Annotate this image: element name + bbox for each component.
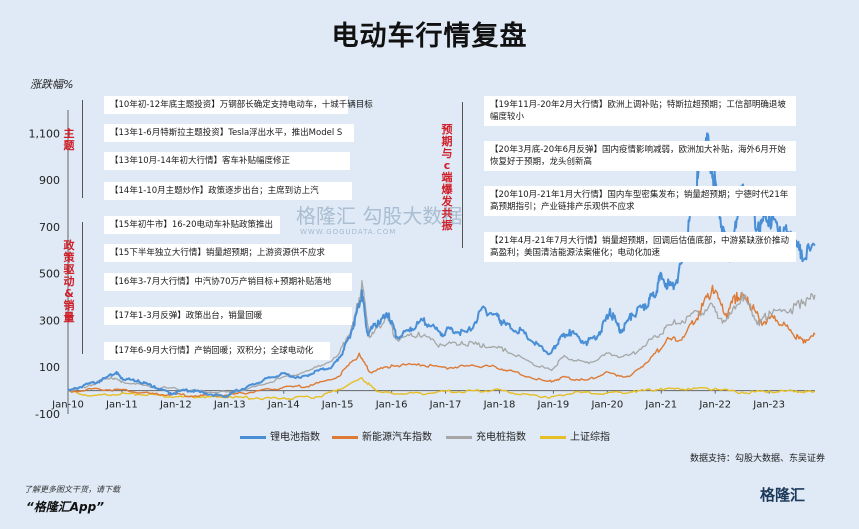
legend-label-charging: 充电桩指数 [476,432,526,443]
bracket-expect [462,102,463,248]
annotation-right-1: 【20年3月底-20年6月反弹】国内疫情影响减弱，欧洲加大补贴，海外6月开始恢复… [484,141,796,171]
x-tick-label: Jan-21 [644,400,677,411]
legend-label-nev: 新能源汽车指数 [362,432,432,443]
x-tick-label: Jan-18 [483,400,516,411]
y-tick-label: 500 [39,268,60,281]
x-tick-label: Jan-12 [159,400,192,411]
legend-item-lithium: 锂电池指数 [240,428,320,443]
x-tick-label: Jan-15 [321,400,354,411]
y-axis-label: 涨跌幅% [30,78,74,91]
x-tick-label: Jan-14 [267,400,300,411]
annotation-right-0: 【19年11月-20年2月大行情】欧洲上调补贴；特斯拉超预期；工信部明确退坡幅度… [484,96,796,126]
y-tick-label: -100 [35,408,60,421]
annotation-left-2: 【13年10月-14年初大行情】客车补贴幅度修正 [104,152,350,170]
x-tick-label: Jan-11 [105,400,138,411]
legend-swatch-lithium [240,435,266,439]
brand-logo: 格隆汇 [760,486,806,504]
footer-download-hint: 了解更多图文干货，请下载 [24,485,120,494]
side-label-policy: 政策驱动&销量 [63,239,75,324]
annotation-right-2: 【20年10月-21年1月大行情】国内车型密集发布；销量超预期；宁德时代21年高… [484,186,796,216]
x-tick-label: Jan-19 [537,400,570,411]
legend-item-nev: 新能源汽车指数 [332,428,432,443]
annotation-left-4: 【15年初牛市】16-20电动车补贴政策推出 [104,216,280,234]
legend-item-sse: 上证综指 [540,428,610,443]
watermark-url: WWW.GOGUDATA.COM [300,228,397,236]
side-label-expect: 预期与c端爆发共振 [441,123,453,232]
side-label-theme: 主题 [63,127,75,152]
annotation-left-3: 【14年1-10月主题炒作】政策逐步出台；主席到访上汽 [104,182,352,200]
y-tick-label: 700 [39,221,60,234]
legend-swatch-charging [446,435,472,439]
x-tick-label: Jan-17 [429,400,462,411]
y-tick-label: 900 [39,174,60,187]
series-line-3 [68,377,816,401]
footer-app-name: “格隆汇App” [26,500,104,514]
y-tick-label: 1,100 [29,127,61,140]
annotation-right-3: 【21年4月-21年7月大行情】销量超预期，回调后估值底部，中游紧缺涨价推动高盈… [484,232,796,262]
annotation-left-7: 【17年1-3月反弹】政策出台，销量回暖 [104,307,352,325]
legend-label-sse: 上证综指 [570,432,610,443]
legend-swatch-sse [540,435,566,439]
x-tick-label: Jan-13 [213,400,246,411]
watermark: 格隆汇 勾股大数据 [296,204,463,228]
x-tick-label: Jan-20 [590,400,623,411]
x-tick-label: Jan-22 [698,400,731,411]
series-line-2 [67,280,816,394]
x-tick-label: Jan-10 [51,400,84,411]
data-source: 数据支持：勾股大数据、东吴证券 [690,454,826,464]
annotation-left-1: 【13年1-6月特斯拉主题投资】Tesla浮出水平，推出Model S [104,124,354,142]
chart-title: 电动车行情复盘 [331,21,528,52]
legend-item-charging: 充电桩指数 [446,428,526,443]
annotation-left-8: 【17年6-9月大行情】产销回暖；双积分；全球电动化 [104,342,330,360]
legend-label-lithium: 锂电池指数 [270,432,320,443]
y-tick-label: 300 [39,314,60,327]
bracket-policy [82,222,83,354]
y-tick-label: 100 [39,361,60,374]
annotation-left-6: 【16年3-7月大行情】中汽协70万产销目标+预期补贴落地 [104,273,352,291]
x-tick-label: Jan-23 [752,400,785,411]
x-tick-label: Jan-16 [375,400,408,411]
legend-swatch-nev [332,435,358,439]
annotation-left-0: 【10年初-12年底主题投资】万钢部长确定支持电动车，十城千辆目标 [104,96,373,114]
bracket-theme [82,100,83,198]
annotation-left-5: 【15下半年独立大行情】销量超预期；上游资源供不应求 [104,244,352,262]
